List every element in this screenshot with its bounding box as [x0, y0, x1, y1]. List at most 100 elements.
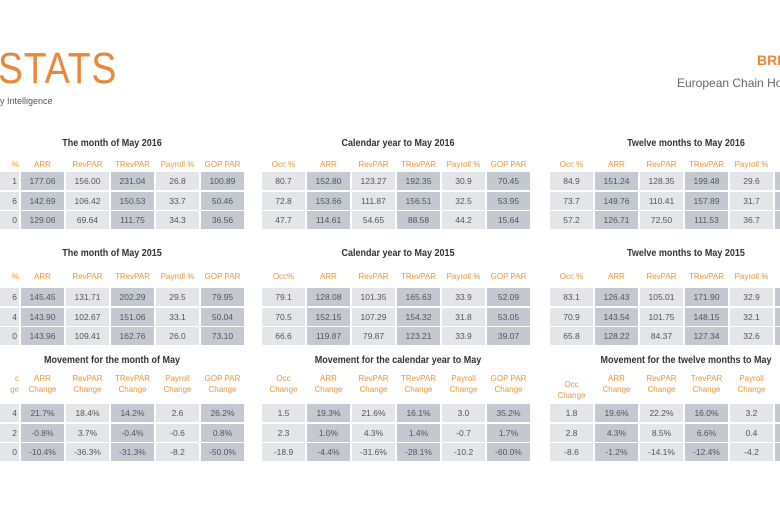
table-cell: -8.6	[550, 443, 593, 461]
table-title: Twelve months to May 2015	[627, 248, 745, 259]
column-header: RevPAR Change	[646, 374, 677, 394]
table-cell: 123.27	[352, 172, 395, 190]
column-header: Payroll Change	[737, 374, 766, 394]
table-title: The month of May 2015	[62, 248, 162, 259]
table-cell: 84.9	[550, 172, 593, 190]
table-cell: -4.2	[730, 443, 773, 461]
table-cell: 143.54	[595, 307, 638, 326]
table-cell: -0.4%	[111, 423, 154, 442]
table-row: 84.9 151.24 128.35 199.48 29.6	[550, 172, 780, 190]
table-cell: 79.95	[201, 288, 244, 306]
column-header: ARR Change	[314, 374, 343, 394]
table-row: 1.8 19.6% 22.2% 16.0% 3.2	[550, 404, 780, 422]
table-cell: 29.6	[730, 172, 773, 190]
table-cell: 145.45	[21, 288, 64, 306]
table-cell: 32.6	[730, 327, 773, 345]
table-cell: 0	[0, 443, 19, 461]
table-cell: 126.43	[595, 288, 638, 306]
table-cell: 52.09	[487, 288, 530, 306]
table-cell: 0.4	[730, 423, 773, 442]
column-header: RevPAR	[72, 272, 103, 281]
table-title: Calendar year to May 2015	[341, 248, 455, 259]
table-cell: 101.35	[352, 288, 395, 306]
column-header: Occ%	[272, 272, 295, 281]
table-cell: 143.90	[21, 307, 64, 326]
table-cell: 126.71	[595, 211, 638, 229]
table-cell: 15.64	[487, 211, 530, 229]
table-cell: -10.2	[442, 443, 485, 461]
table-row: 1 177.06 156.00 231.04 26.8 100.89	[0, 172, 244, 190]
table-cell: 2.8	[550, 423, 593, 442]
table-cell: 152.80	[307, 172, 350, 190]
table-cell: 70.5	[262, 307, 305, 326]
table-cell: 70.9	[550, 307, 593, 326]
table-cell	[775, 172, 780, 190]
table-header: Occ % ARR RevPAR TRevPAR Payroll % GOP PAR	[262, 159, 530, 170]
column-header: GOP PAR Change	[204, 374, 241, 394]
table-title: Movement for the twelve months to May	[600, 355, 772, 366]
table-cell: 0.8%	[201, 423, 244, 442]
column-header: GOP PAR	[204, 272, 241, 281]
column-header: Payroll %	[160, 272, 195, 281]
table-cell: 14.2%	[111, 404, 154, 422]
column-header: c ge	[10, 374, 19, 394]
table-header: Occ Change ARR Change RevPAR Change TrevPAR…	[550, 373, 780, 401]
table-cell: 128.08	[307, 288, 350, 306]
column-header: TRevPAR	[401, 272, 436, 281]
table-cell: -4.4%	[307, 443, 350, 461]
column-header	[775, 159, 780, 170]
table-cell: 32.9	[730, 288, 773, 306]
table-cell: 6	[0, 288, 19, 306]
column-header: ARR	[320, 160, 337, 169]
table-header: Occ % ARR RevPAR TRevPAR Payroll %	[550, 159, 780, 170]
table-cell: 18.4%	[66, 404, 109, 422]
table-cell: 143.96	[21, 327, 64, 345]
table-cell	[775, 423, 780, 442]
table-cell: 6	[0, 191, 19, 210]
table-cell: 72.50	[640, 211, 683, 229]
column-header: TRevPAR	[401, 160, 436, 169]
table-cell: 22.2%	[640, 404, 683, 422]
table-cell: -50.0%	[201, 443, 244, 461]
column-header: TRevPAR	[689, 160, 724, 169]
column-header: Payroll %	[734, 160, 769, 169]
table-cell: 33.9	[442, 327, 485, 345]
table-cell: 231.04	[111, 172, 154, 190]
table-cell: 21.6%	[352, 404, 395, 422]
table-row: 0 129.06 69.64 111.75 34.3 36.56	[0, 211, 244, 229]
column-header: Payroll %	[446, 160, 481, 169]
table-title: Movement for the calendar year to May	[314, 355, 482, 366]
column-header: Payroll %	[446, 272, 481, 281]
column-header: RevPAR Change	[358, 374, 389, 394]
table-cell: 50.04	[201, 307, 244, 326]
column-header	[775, 373, 780, 401]
table-cell: 53.95	[487, 191, 530, 210]
table-cell: 128.35	[640, 172, 683, 190]
table-row: 2.8 4.3% 8.5% 6.6% 0.4	[550, 423, 780, 442]
table-cell: 6.6%	[685, 423, 728, 442]
table-cell: 50.46	[201, 191, 244, 210]
table-row: 72.8 153.66 111.87 156.51 32.5 53.95	[262, 191, 530, 210]
table-row: 6 145.45 131.71 202.29 29.5 79.95	[0, 288, 244, 306]
table-cell: 26.8	[156, 172, 199, 190]
table-cell: -10.4%	[21, 443, 64, 461]
table-cell	[775, 327, 780, 345]
table-cell: 105.01	[640, 288, 683, 306]
table-cell: -1.2%	[595, 443, 638, 461]
table-cell: 32.1	[730, 307, 773, 326]
column-header: Payroll Change	[449, 374, 478, 394]
column-header: ARR	[608, 272, 625, 281]
table-cell: 33.1	[156, 307, 199, 326]
table-cell: 29.5	[156, 288, 199, 306]
table-cell: 33.9	[442, 288, 485, 306]
column-header: GOP PAR	[490, 272, 527, 281]
table-cell: 33.7	[156, 191, 199, 210]
table-title: Twelve months to May 2016	[627, 138, 745, 149]
table-header: Occ% ARR RevPAR TRevPAR Payroll % GOP PAR	[262, 271, 530, 282]
table-cell: 39.07	[487, 327, 530, 345]
table-cell: 3.2	[730, 404, 773, 422]
column-header: TRevPAR	[115, 160, 150, 169]
table-cell: 149.76	[595, 191, 638, 210]
column-header: ARR	[34, 160, 51, 169]
column-header: %	[11, 272, 19, 281]
